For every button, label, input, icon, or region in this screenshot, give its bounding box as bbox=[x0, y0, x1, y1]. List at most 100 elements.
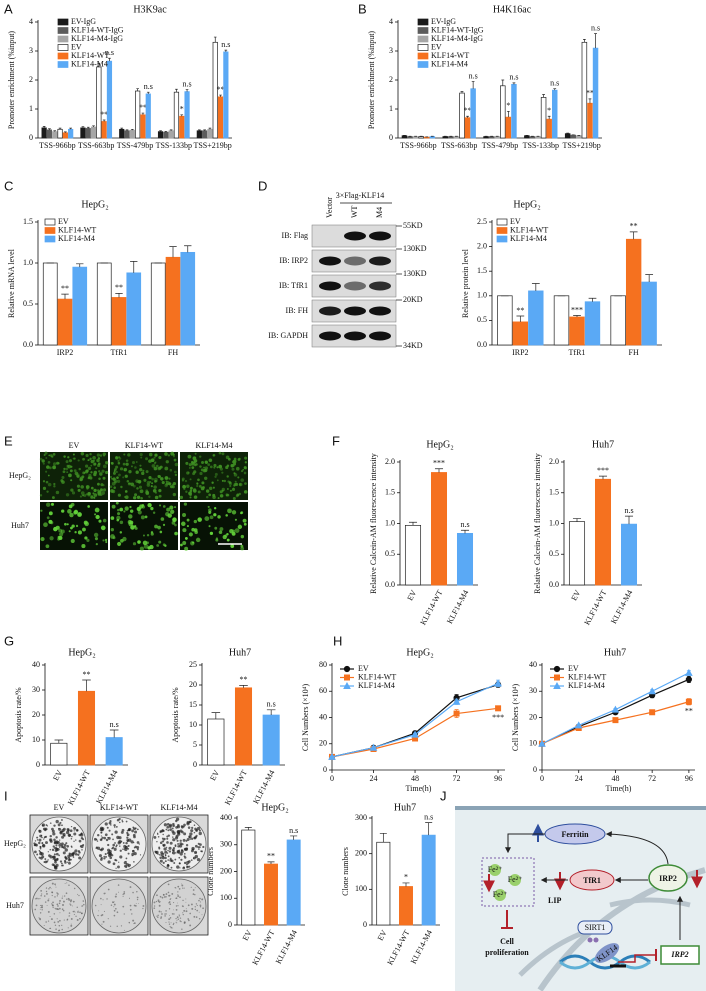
colony bbox=[73, 913, 75, 916]
colony bbox=[162, 843, 166, 847]
cell-signal bbox=[90, 495, 94, 499]
y-tick-label: 0 bbox=[228, 920, 232, 929]
cell-signal bbox=[208, 493, 212, 497]
significance-label: *** bbox=[492, 713, 504, 722]
colony bbox=[135, 905, 137, 907]
legend-label: EV-IgG bbox=[431, 17, 456, 26]
row-label: HepG₂ bbox=[4, 839, 26, 848]
colony bbox=[107, 848, 111, 852]
bar bbox=[68, 128, 74, 139]
colony bbox=[74, 911, 76, 913]
cell-signal bbox=[86, 487, 89, 490]
bar bbox=[111, 297, 127, 346]
colony bbox=[70, 837, 73, 840]
blot-band bbox=[344, 306, 366, 316]
colony bbox=[165, 896, 167, 898]
cell-signal bbox=[179, 495, 184, 500]
error-bar bbox=[460, 529, 470, 534]
y-tick-label: 2.0 bbox=[477, 241, 487, 250]
cell-signal bbox=[218, 451, 222, 455]
cell-signal bbox=[164, 483, 168, 488]
cell-signal bbox=[69, 512, 74, 518]
bar bbox=[180, 251, 196, 346]
colony bbox=[132, 849, 135, 853]
cell-signal bbox=[79, 477, 83, 482]
colony bbox=[120, 925, 123, 927]
colony bbox=[182, 887, 184, 889]
x-tick-label: 48 bbox=[411, 774, 419, 783]
cell-signal bbox=[115, 465, 119, 469]
cell-signal bbox=[233, 457, 237, 461]
cell-signal bbox=[197, 490, 201, 494]
cell-signal bbox=[159, 504, 162, 507]
error-bar bbox=[169, 129, 173, 131]
colony bbox=[118, 821, 121, 824]
colony bbox=[74, 849, 78, 853]
blot-band bbox=[369, 231, 391, 241]
colony bbox=[177, 843, 180, 845]
error-bar bbox=[425, 822, 433, 836]
significance-label: n.s bbox=[550, 79, 559, 88]
point bbox=[685, 676, 692, 683]
colony bbox=[178, 915, 181, 917]
cell-signal bbox=[140, 496, 143, 500]
bar bbox=[564, 133, 571, 139]
error-bar bbox=[624, 515, 634, 525]
blot-band bbox=[319, 256, 341, 266]
colony bbox=[178, 887, 181, 890]
colony bbox=[96, 846, 101, 850]
significance-label: ** bbox=[586, 89, 594, 98]
colony bbox=[103, 855, 106, 858]
legend-label: KLF14-WT bbox=[71, 51, 109, 60]
cell-signal bbox=[197, 478, 200, 482]
cell-signal bbox=[186, 484, 190, 488]
colony bbox=[81, 849, 83, 851]
colony bbox=[97, 834, 100, 837]
cell-signal bbox=[136, 506, 141, 512]
colony bbox=[133, 922, 136, 925]
colony bbox=[50, 888, 52, 890]
cell-signal bbox=[174, 462, 179, 467]
colony bbox=[102, 920, 105, 923]
cell-signal bbox=[110, 528, 114, 532]
colony bbox=[54, 846, 58, 850]
colony bbox=[157, 836, 160, 838]
point bbox=[411, 730, 419, 738]
colony bbox=[176, 865, 180, 869]
colony bbox=[156, 833, 159, 835]
colony bbox=[39, 898, 41, 900]
y-tick-label: 1 bbox=[29, 104, 33, 113]
cell-signal bbox=[45, 544, 50, 549]
colony bbox=[62, 851, 66, 855]
bar bbox=[207, 718, 225, 766]
error-bar bbox=[109, 729, 119, 738]
cell-signal bbox=[90, 486, 94, 490]
cell-signal bbox=[70, 488, 74, 492]
cell-signal bbox=[188, 532, 193, 537]
colony bbox=[165, 910, 167, 912]
colony bbox=[122, 893, 124, 895]
colony bbox=[121, 820, 124, 823]
colony bbox=[73, 840, 75, 843]
colony bbox=[103, 857, 106, 860]
colony bbox=[100, 848, 103, 852]
colony bbox=[77, 853, 80, 856]
colony bbox=[52, 845, 55, 848]
colony bbox=[180, 858, 183, 861]
cell-signal bbox=[135, 470, 139, 474]
cell-signal bbox=[92, 492, 95, 495]
y-tick-label: 1.0 bbox=[477, 291, 487, 300]
cell-signal bbox=[217, 515, 221, 519]
colony bbox=[198, 829, 201, 832]
cell-signal bbox=[172, 517, 177, 522]
colony bbox=[47, 851, 49, 853]
cell-signal bbox=[80, 452, 85, 456]
acetyl-mark bbox=[593, 937, 599, 943]
colony bbox=[195, 903, 198, 905]
cell-signal bbox=[208, 525, 211, 528]
cell-signal bbox=[134, 466, 137, 469]
error-bar bbox=[54, 739, 64, 744]
point bbox=[369, 743, 378, 751]
cell-signal bbox=[244, 461, 247, 464]
colony bbox=[106, 898, 108, 900]
